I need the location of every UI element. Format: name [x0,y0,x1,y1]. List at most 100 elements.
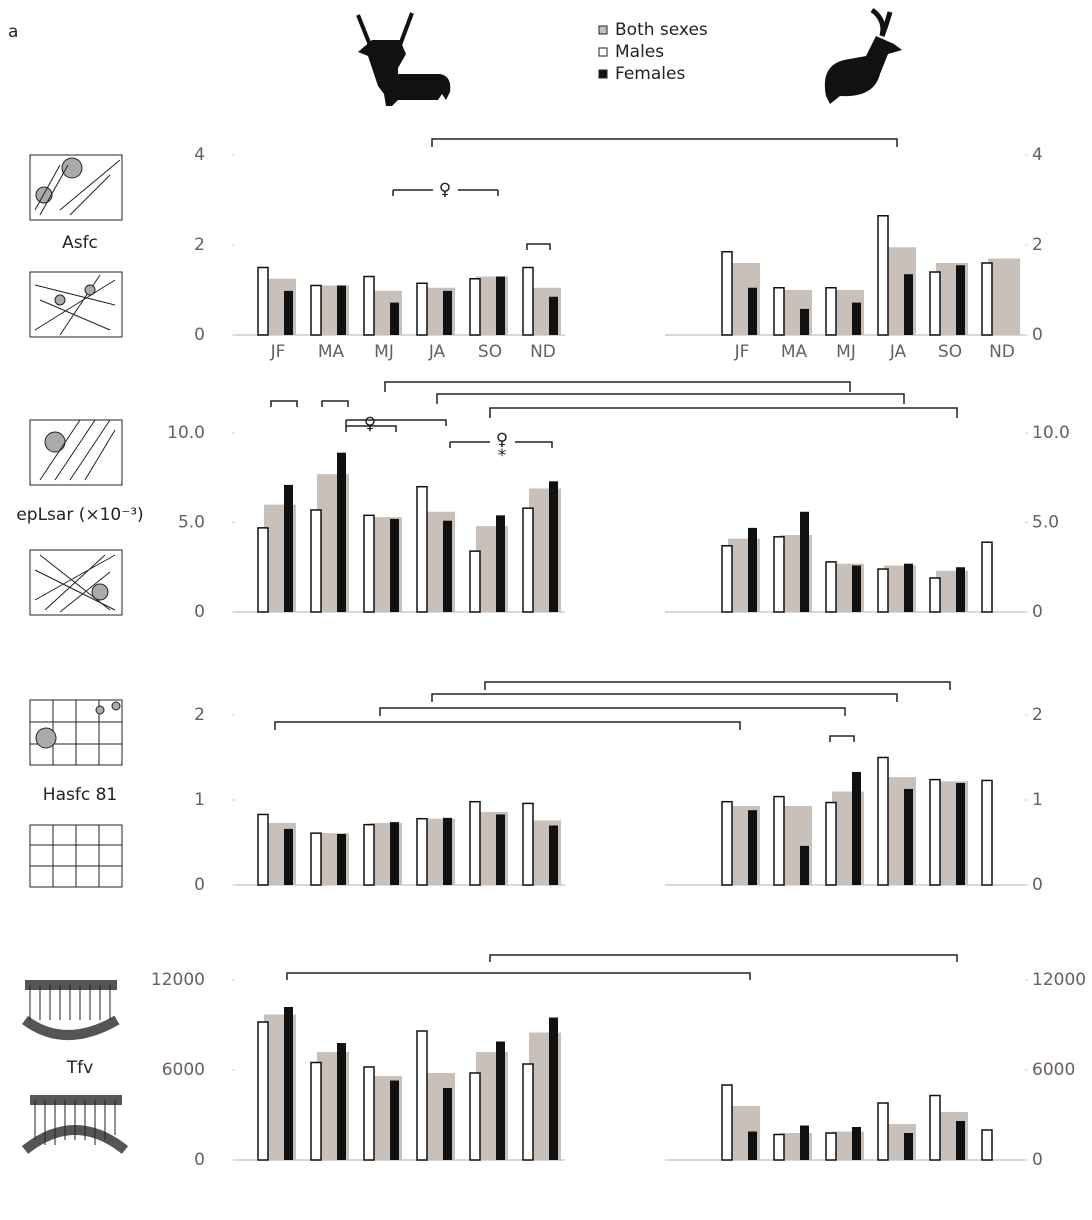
bar [929,1094,941,1161]
bar [443,817,452,885]
bar [496,515,505,612]
bar [748,810,757,885]
red-deer-icon [356,12,451,106]
bar [956,265,965,335]
bar [852,771,861,885]
bar [904,788,913,885]
annotation: ♀ [364,414,376,434]
y-tick-label: 6000 [1032,1060,1075,1080]
y-tick-label: 6000 [162,1060,205,1080]
bar [929,778,941,886]
y-axis-title: Asfc [62,233,98,253]
bar [988,258,1020,335]
bar [721,1084,733,1161]
bar [549,296,558,335]
bar [852,565,861,612]
fallow-deer-icon [824,7,902,104]
bar [852,302,861,335]
bar [981,779,993,886]
legend-label: Females [615,64,685,84]
bar [904,274,913,335]
y-tick-label: 0 [1032,875,1043,895]
bar [748,527,757,612]
legend-swatch [598,25,608,35]
y-tick-label: 0 [194,602,205,622]
annotation: ♀ [496,430,508,450]
bar [310,832,322,886]
y-tick-label: 0 [1032,325,1043,345]
bar [852,1127,861,1160]
y-tick-label: 1 [194,790,205,810]
bar [469,550,481,613]
y-axis-title: epLsar (×10⁻³) [16,505,143,525]
y-tick-label: 0 [1032,1150,1043,1170]
bar [390,302,399,335]
bar [773,536,785,613]
bar [284,484,293,612]
bar [825,287,837,336]
x-tick-label: SO [478,342,502,362]
bar [773,287,785,336]
bar [469,1072,481,1161]
y-tick-label: 12000 [151,970,205,990]
bar [337,1043,346,1160]
y-tick-label: 0 [1032,602,1043,622]
bar [773,795,785,886]
y-axis-title: Tfv [66,1058,93,1078]
y-tick-label: 0 [194,875,205,895]
bar [363,514,375,613]
bar [257,527,269,613]
bar [929,577,941,613]
bar [257,1021,269,1161]
bar [981,541,993,613]
legend-label: Both sexes [615,20,708,40]
bar [416,282,428,336]
bar [469,278,481,336]
y-tick-label: 5.0 [178,513,205,533]
bar [310,284,322,336]
bar [257,813,269,886]
bar [496,276,505,335]
bar [443,1088,452,1160]
bar [877,568,889,613]
texture-icons [21,154,129,1154]
x-tick-label: MA [781,342,808,362]
bar [748,287,757,335]
bar [877,756,889,886]
bar [363,1066,375,1161]
bar [337,452,346,612]
bar [284,1007,293,1160]
bar [549,1017,558,1160]
bar [390,1080,399,1160]
bar [773,1133,785,1161]
bar [825,561,837,613]
bar [363,823,375,886]
bar [956,783,965,885]
bar [904,563,913,612]
bar [800,511,809,612]
y-tick-label: 2 [1032,235,1043,255]
bar [825,1132,837,1161]
bar [522,266,534,336]
bar [800,1125,809,1160]
y-tick-label: 12000 [1032,970,1086,990]
x-tick-label: JA [889,342,907,362]
x-tick-label: ND [989,342,1015,362]
bar [284,828,293,885]
x-tick-label: MA [318,342,345,362]
bar [522,802,534,886]
y-tick-label: 10.0 [167,423,205,443]
annotation: * [498,446,507,466]
bar [390,822,399,885]
panel-label: a [8,22,18,42]
bar [721,251,733,336]
bar [981,1129,993,1161]
bar [981,262,993,336]
y-tick-label: 5.0 [1032,513,1059,533]
bar [257,266,269,336]
bar [416,817,428,886]
y-tick-label: 1 [1032,790,1043,810]
bar [284,290,293,335]
bar [748,1131,757,1160]
